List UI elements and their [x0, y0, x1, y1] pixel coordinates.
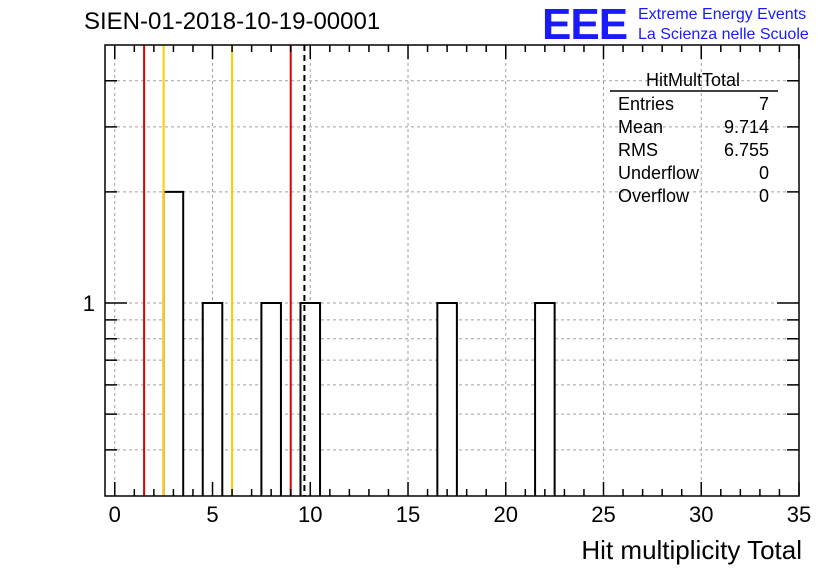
histogram-bar: [534, 301, 556, 496]
stats-row-label: Underflow: [618, 163, 700, 183]
stats-row-value: 6.755: [724, 140, 769, 160]
stats-row-value: 7: [759, 94, 769, 114]
logo-line-1: Extreme Energy Events: [638, 6, 807, 23]
x-tick-label: 25: [591, 502, 615, 527]
x-tick-label: 0: [109, 502, 121, 527]
x-tick-label: 35: [787, 502, 811, 527]
marker-lines-layer: [143, 45, 306, 496]
stats-box: HitMultTotal Entries 7 Mean 9.714 RMS 6.755 Un…: [610, 70, 778, 206]
x-tick-label: 30: [689, 502, 713, 527]
stats-row-value: 0: [759, 163, 769, 183]
histogram-bar: [260, 301, 282, 496]
histogram-bar: [436, 301, 458, 496]
stats-row-label: Overflow: [618, 186, 690, 206]
x-axis-label: Hit multiplicity Total: [581, 535, 802, 565]
x-tick-label: 10: [298, 502, 322, 527]
histogram-bar: [201, 301, 224, 496]
x-tick-label: 5: [206, 502, 218, 527]
stats-row-label: Entries: [618, 94, 674, 114]
bars-layer: [162, 190, 556, 496]
eee-logo-mark: EEE: [542, 0, 628, 49]
stats-row-label: RMS: [618, 140, 658, 160]
stats-rows: Entries 7 Mean 9.714 RMS 6.755 Underflow 0 Overf…: [618, 94, 769, 206]
chart-title: SIEN-01-2018-10-19-00001: [84, 8, 381, 35]
x-tick-label: 20: [494, 502, 518, 527]
stats-row-value: 9.714: [724, 117, 769, 137]
ticks-layer: 0 5 10 15 20 25 30 35 1: [83, 45, 811, 527]
y-tick-label: 1: [83, 291, 95, 316]
stats-row-label: Mean: [618, 117, 663, 137]
histogram-bar: [162, 190, 185, 496]
logo-line-2: La Scienza nelle Scuole: [638, 26, 809, 43]
plot-frame: [104, 44, 800, 497]
x-tick-label: 15: [396, 502, 420, 527]
stats-row-value: 0: [759, 186, 769, 206]
stats-title: HitMultTotal: [646, 70, 740, 90]
